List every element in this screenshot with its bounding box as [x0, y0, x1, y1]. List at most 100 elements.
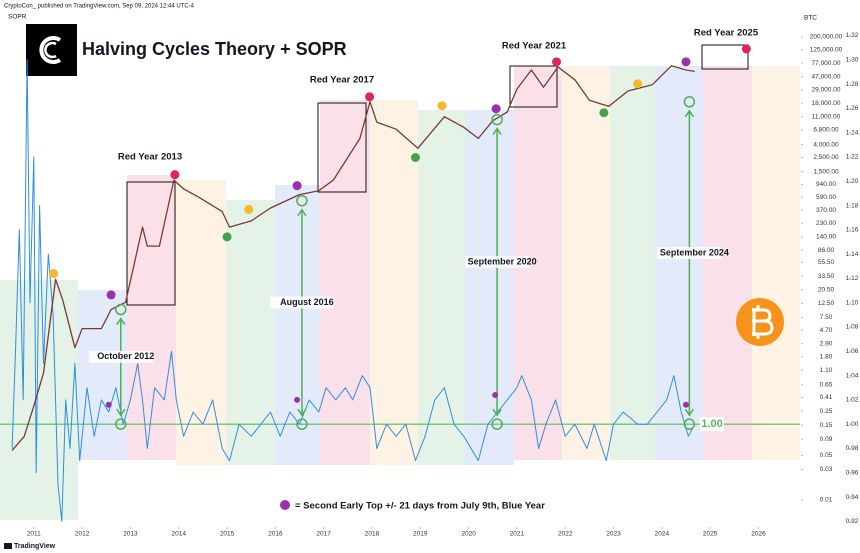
- y2-tick-label: 0.96: [846, 469, 859, 476]
- logo-c: [39, 36, 62, 64]
- y-tick-label: 6,800.00: [813, 127, 839, 134]
- price-circle: [296, 194, 308, 207]
- y2-tick-label: 1.20: [846, 178, 859, 185]
- y-tick-label: 0.41: [820, 394, 833, 401]
- series-line: [11, 65, 695, 451]
- x-tick-label: 2012: [75, 531, 90, 538]
- arrow-head: [116, 408, 126, 417]
- y2-tick-label: 1.04: [846, 372, 859, 379]
- x-tick-label: 2015: [220, 531, 235, 538]
- y-tick-label: 0.25: [820, 408, 833, 415]
- y2-tick-label: 1.12: [846, 275, 859, 282]
- reference-label: 1.00: [701, 418, 722, 430]
- price-marker: [244, 204, 254, 214]
- y-tick-label: 11,000.00: [812, 113, 841, 120]
- y-tick-label: 2.90: [820, 340, 833, 347]
- y2-tick-label: 1.00: [846, 421, 859, 428]
- x-tick-label: 2021: [510, 531, 525, 538]
- arrow-label-bg: [465, 255, 530, 268]
- price-circle: [115, 303, 127, 316]
- y-tick-label: 20.50: [818, 287, 835, 294]
- band: [610, 66, 655, 460]
- price-marker: [437, 101, 447, 111]
- y-tick-label: 0.15: [820, 422, 833, 429]
- chart-title: Halving Cycles Theory + SOPR: [82, 39, 347, 59]
- sopr-marker: [105, 401, 112, 408]
- y2-tick-label: 1.32: [846, 32, 859, 39]
- sopr-circle: [683, 418, 696, 430]
- price-marker: [49, 269, 59, 279]
- y-tick-label: 370.00: [816, 207, 836, 214]
- box: [126, 181, 176, 306]
- y2-tick-label: 1.18: [846, 202, 859, 209]
- y2-tick-label: 1.26: [846, 105, 859, 112]
- price-marker: [365, 92, 375, 102]
- bitcoin-logo: [736, 298, 784, 346]
- band: [0, 280, 30, 520]
- price-marker: [552, 57, 562, 67]
- x-tick-label: 2014: [172, 531, 187, 538]
- y-tick-label: 1.80: [820, 353, 833, 360]
- footer: TradingView: [14, 543, 56, 550]
- bitcoin-b: [752, 305, 774, 339]
- x-tick-label: 2017: [316, 531, 331, 538]
- annotation: Red Year 2021: [502, 41, 567, 52]
- y-tick-label: 940.00: [816, 181, 836, 188]
- y-tick-label: 77,000.00: [812, 60, 841, 67]
- y2-tick-label: 1.14: [846, 251, 859, 258]
- price-marker: [222, 232, 232, 242]
- series-line: [11, 59, 696, 522]
- y-tick-label: 55.50: [818, 259, 835, 266]
- box: [317, 102, 367, 193]
- y-tick-label: 1,500.00: [813, 168, 839, 175]
- band: [176, 180, 226, 465]
- y2-tick-label: 1.10: [846, 299, 859, 306]
- x-tick-label: 2013: [123, 531, 138, 538]
- y-tick-label: 33.50: [818, 273, 835, 280]
- y-tick-label: 0.05: [820, 452, 833, 459]
- y2-tick-label: 1.24: [846, 129, 859, 136]
- band: [752, 66, 800, 460]
- y-tick-label: 29,000.00: [812, 87, 841, 94]
- y-tick-label: 7.50: [820, 314, 833, 321]
- annotation: Red Year 2025: [694, 28, 759, 39]
- sopr-marker: [682, 401, 689, 408]
- y-tick-label: 590.00: [816, 194, 836, 201]
- logo: [26, 24, 77, 76]
- arrow-label: October 2012: [97, 351, 154, 361]
- band: [465, 110, 514, 465]
- band: [370, 100, 418, 465]
- sopr-circle: [491, 418, 503, 430]
- sopr-circle: [115, 418, 127, 430]
- y-tick-label: 0.01: [820, 496, 833, 503]
- arrow-label-bg: [88, 350, 153, 363]
- band: [655, 66, 703, 460]
- sopr-marker: [294, 396, 301, 403]
- y-tick-label: 18,000.00: [812, 100, 841, 107]
- band: [275, 185, 320, 465]
- annotation: Red Year 2017: [310, 75, 374, 86]
- price-circle: [683, 96, 696, 108]
- y-tick-label: 47,000.00: [812, 73, 841, 80]
- y2-tick-label: 0.92: [846, 518, 859, 525]
- legend-note: = Second Early Top +/- 21 days from July…: [295, 501, 545, 512]
- x-tick-label: 2025: [703, 531, 718, 538]
- arrow-head: [492, 127, 502, 136]
- box: [701, 44, 749, 70]
- y2-tick-label: 1.08: [846, 324, 859, 331]
- sopr-marker: [492, 392, 499, 399]
- price-marker: [106, 290, 116, 300]
- band: [320, 100, 370, 465]
- legend-dot: [280, 500, 290, 510]
- y2-tick-label: 1.22: [846, 154, 859, 161]
- band: [703, 66, 752, 460]
- x-tick-label: 2026: [751, 531, 766, 538]
- tv-icon: [4, 543, 12, 549]
- y-tick-label: 125,000.00: [810, 46, 843, 53]
- price-marker: [410, 153, 420, 163]
- x-tick-label: 2016: [268, 531, 283, 538]
- x-tick-label: 2024: [655, 531, 670, 538]
- y2-tick-label: 1.02: [846, 397, 859, 404]
